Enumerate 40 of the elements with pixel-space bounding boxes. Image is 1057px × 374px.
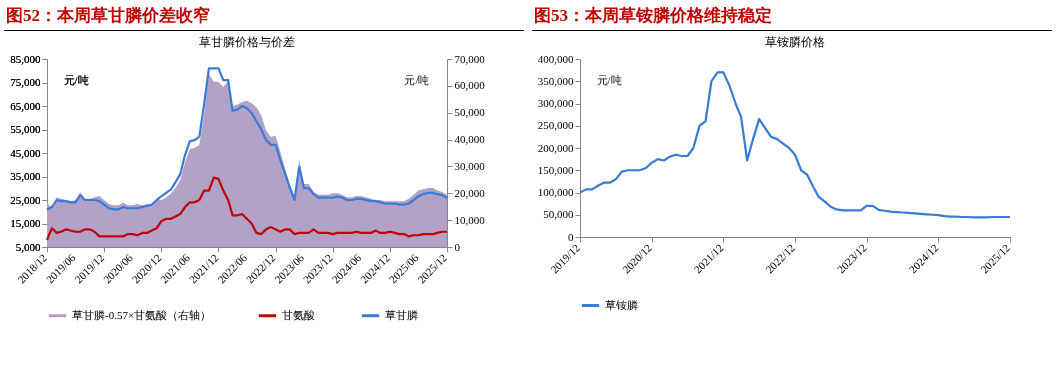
chart-title: 图53：本周草铵膦价格维持稳定: [532, 0, 1052, 31]
y-tick-label: 15,000: [10, 217, 41, 229]
y-tick-label: 350,000: [537, 74, 574, 87]
y-tick-label: 100,000: [537, 186, 574, 198]
line-series: [45, 176, 449, 242]
y2-tick-label: 30,000: [454, 159, 486, 172]
y-tick-label: 55,000: [10, 123, 41, 135]
y2-tick-label: 20,000: [454, 186, 486, 199]
y-axis-title: 元/吨: [596, 73, 622, 86]
y-tick-label: 65,000: [10, 99, 41, 112]
y2-axis-title: 元/吨: [404, 73, 430, 86]
y-tick-label: 200,000: [537, 141, 574, 154]
y-tick-label: 35,000: [10, 170, 41, 182]
y-tick-label: 75,000: [10, 76, 41, 88]
y-tick-label: 400,000: [537, 52, 574, 65]
y-tick-label: 5,000: [15, 240, 41, 253]
y2-tick-label: 10,000: [454, 213, 486, 226]
chart-subtitle: 草铵膦价格: [765, 35, 825, 49]
legend-label: 草甘膦: [385, 308, 418, 321]
y2-tick-label: 0: [454, 240, 461, 253]
legend-label: 草甘膦-0.57×甘氨酸（右轴）: [72, 308, 212, 321]
y-tick-label: 250,000: [537, 119, 574, 132]
y-tick-label: 85,000: [10, 52, 41, 65]
y-tick-label: 150,000: [537, 163, 574, 176]
line-series: [578, 71, 1012, 219]
y2-tick-label: 60,000: [454, 79, 486, 92]
y-tick-label: 300,000: [537, 97, 574, 109]
y2-tick-label: 70,000: [454, 52, 486, 65]
legend-label: 甘氨酸: [282, 308, 315, 321]
chart-subtitle: 草甘膦价格与价差: [199, 35, 295, 49]
y-tick-label: 50,000: [543, 208, 574, 221]
y-axis-title: 元/吨: [63, 73, 89, 86]
y-tick-label: 25,000: [10, 193, 41, 206]
line-series: [45, 67, 449, 211]
y2-tick-label: 40,000: [454, 133, 486, 146]
legend-label: 草铵膦: [605, 298, 638, 311]
y-tick-label: 0: [568, 230, 574, 243]
y2-tick-label: 50,000: [454, 106, 486, 119]
y-tick-label: 45,000: [10, 146, 41, 159]
chart-title: 图52：本周草甘膦价差收窄: [4, 0, 524, 31]
